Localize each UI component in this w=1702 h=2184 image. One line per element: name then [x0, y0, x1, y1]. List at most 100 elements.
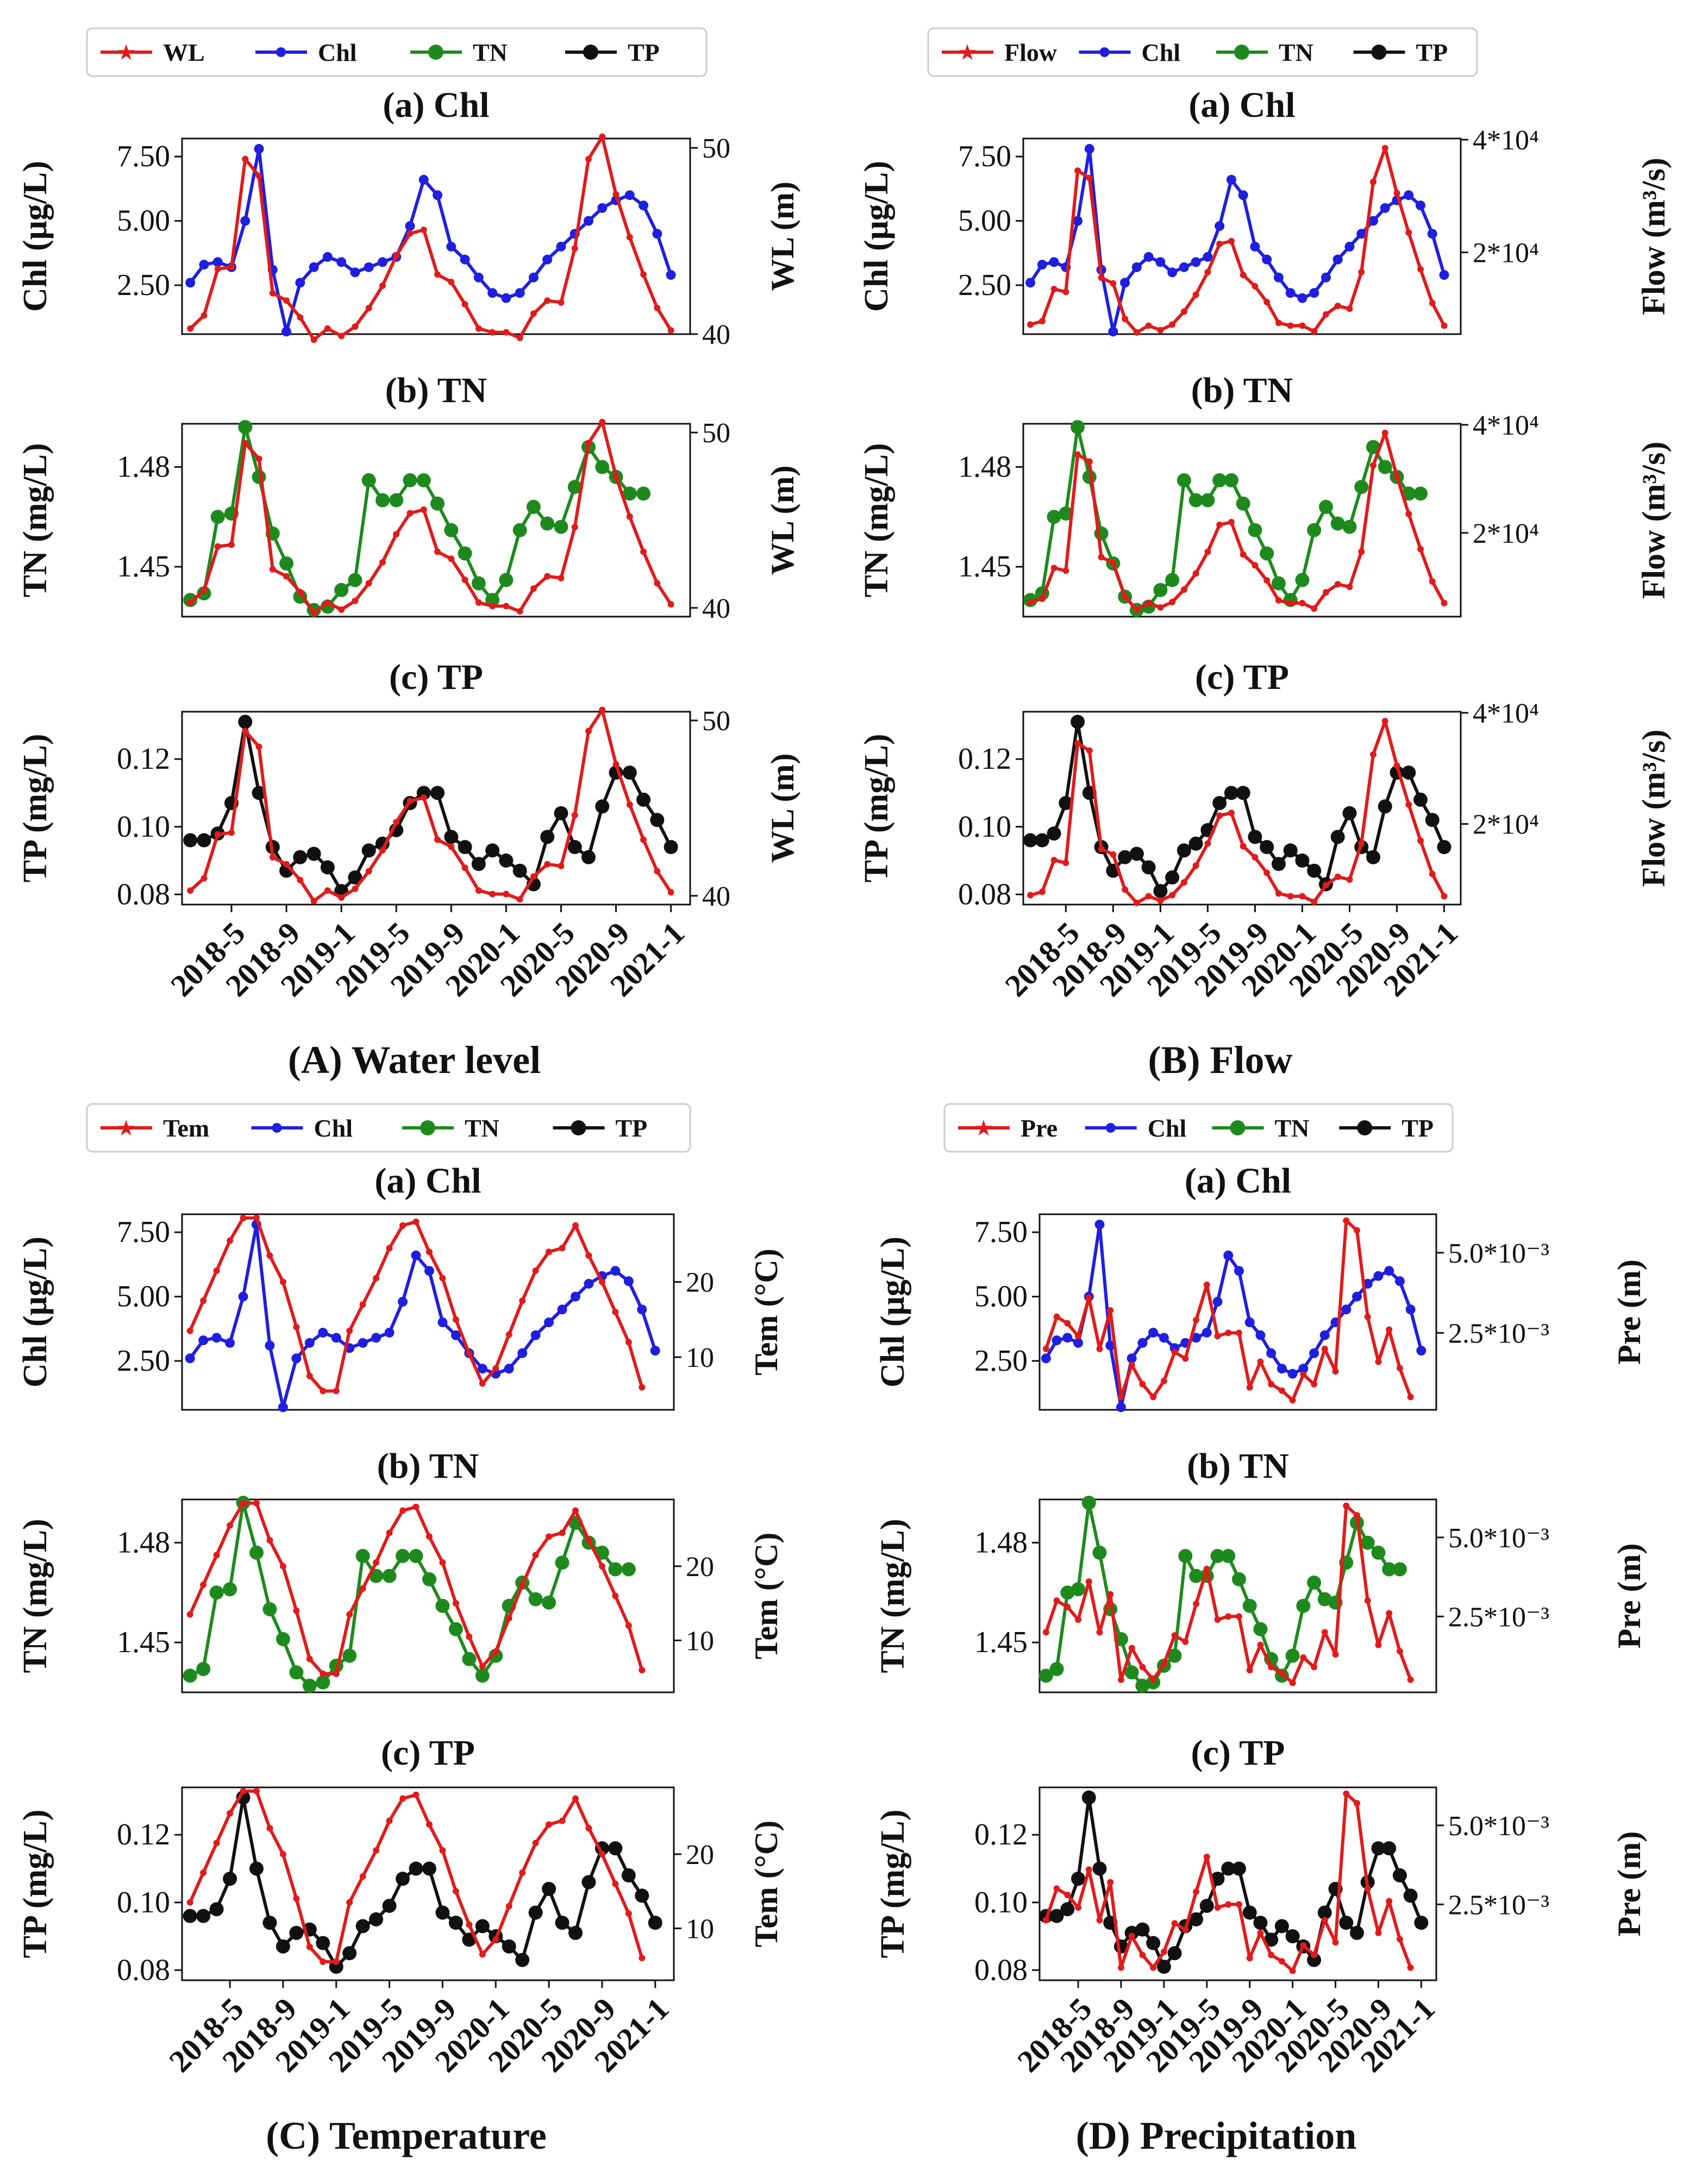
point-flow — [1263, 577, 1271, 584]
point-tp — [567, 840, 582, 855]
y-tick-label: 1.48 — [117, 1526, 170, 1560]
point-tp — [1071, 1872, 1086, 1886]
point-flow — [1169, 892, 1176, 899]
y2-axis-label: Pre (m) — [1611, 1259, 1647, 1365]
point-tp — [664, 840, 678, 855]
point-wl — [242, 155, 249, 162]
point-pre — [1289, 1679, 1296, 1686]
point-tn — [289, 1665, 304, 1680]
point-tem — [279, 1562, 286, 1570]
y-tick-label: 0.10 — [117, 810, 170, 844]
y2-axis-label: WL (m) — [765, 754, 800, 863]
point-wl — [599, 418, 606, 425]
point-flow — [1074, 740, 1081, 747]
y-tick-label: 2.50 — [974, 1344, 1028, 1378]
point-tp — [183, 833, 198, 848]
point-tn — [435, 1598, 450, 1613]
point-chl — [212, 257, 223, 267]
point-pre — [1160, 1377, 1167, 1384]
point-tn — [1392, 1562, 1407, 1577]
point-flow — [1334, 581, 1341, 588]
point-tem — [293, 1323, 300, 1331]
point-tn — [403, 473, 417, 488]
point-wl — [585, 155, 592, 162]
point-wl — [214, 266, 221, 272]
y-tick-label: 1.45 — [974, 1626, 1028, 1659]
point-tp — [1199, 1898, 1214, 1913]
point-flow — [1311, 328, 1318, 335]
point-tp — [1156, 1960, 1171, 1974]
point-wl — [393, 531, 400, 538]
point-chl — [1285, 288, 1296, 298]
y2-tick-label: 20 — [686, 1267, 714, 1298]
point-flow — [1062, 859, 1069, 867]
point-pre — [1107, 1591, 1114, 1598]
series-wl — [187, 418, 674, 617]
point-tn — [342, 1648, 357, 1663]
point-flow — [1180, 879, 1187, 886]
point-pre — [1257, 1358, 1264, 1365]
point-tem — [572, 1507, 579, 1514]
point-chl — [1332, 254, 1343, 265]
point-tn — [276, 1632, 290, 1647]
point-chl — [185, 278, 196, 288]
point-tem — [532, 1267, 539, 1274]
point-chl — [384, 1327, 395, 1338]
y2-tick-label: 2.5*10⁻³ — [1448, 1602, 1549, 1633]
point-tem — [439, 1559, 446, 1566]
point-flow — [1287, 322, 1294, 329]
point-tp — [1307, 863, 1322, 878]
legend-star-icon: ★ — [116, 40, 136, 65]
y-tick-label: 0.08 — [958, 877, 1011, 911]
point-chl — [1191, 1333, 1202, 1343]
point-tp — [1081, 1790, 1096, 1805]
legend-box — [927, 27, 1478, 77]
point-tp — [515, 1953, 530, 1967]
point-tem — [399, 1222, 406, 1229]
point-flow — [1216, 812, 1223, 819]
point-pre — [1332, 1939, 1339, 1946]
point-tp — [382, 1898, 397, 1913]
point-chl — [1416, 200, 1426, 211]
point-tem — [492, 1365, 499, 1372]
point-pre — [1064, 1320, 1071, 1327]
point-tem — [306, 1655, 313, 1662]
series-tn — [1038, 1496, 1407, 1693]
point-flow — [1311, 605, 1318, 612]
point-pre — [1139, 1380, 1146, 1388]
point-pre — [1203, 1854, 1210, 1861]
point-tp — [197, 833, 211, 848]
point-tem — [200, 1869, 207, 1877]
y2-axis-label: Pre (m) — [1611, 1543, 1647, 1649]
point-flow — [1110, 851, 1117, 858]
point-tp — [512, 863, 527, 878]
point-tp — [635, 1888, 649, 1903]
point-tn — [334, 583, 349, 598]
point-tem — [492, 1648, 499, 1655]
point-flow — [1180, 308, 1187, 315]
subfigure-caption: (A) Water level — [288, 1038, 541, 1082]
point-wl — [667, 889, 674, 896]
point-tp — [1188, 836, 1203, 851]
point-tn — [1236, 496, 1250, 511]
point-tn — [1081, 1496, 1096, 1510]
point-wl — [393, 819, 400, 826]
legend-label-tn: TN — [465, 1114, 499, 1142]
point-chl — [528, 272, 539, 283]
y2-tick-label: 10 — [686, 1913, 714, 1944]
point-chl — [584, 1278, 594, 1289]
point-flow — [1216, 241, 1223, 248]
series-wl — [187, 133, 674, 343]
point-chl — [650, 1346, 660, 1356]
point-chl — [1179, 262, 1189, 272]
point-tp — [555, 1916, 570, 1930]
point-tp — [183, 1909, 197, 1923]
point-wl — [406, 510, 414, 517]
point-wl — [475, 887, 482, 894]
point-tp — [1146, 1936, 1161, 1950]
point-flow — [1228, 518, 1235, 525]
point-tem — [213, 1267, 220, 1274]
point-wl — [310, 610, 317, 617]
panel-title: (c) TP — [1195, 657, 1289, 697]
point-tp — [435, 1905, 450, 1920]
